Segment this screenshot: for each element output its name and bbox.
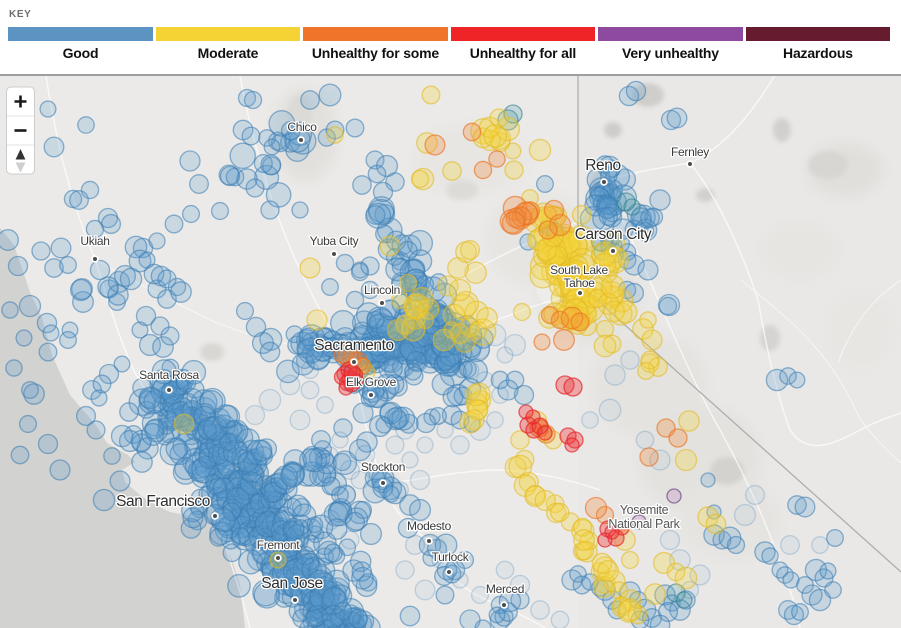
svg-text:Fremont: Fremont bbox=[257, 538, 301, 552]
svg-text:South Lake: South Lake bbox=[550, 263, 608, 277]
svg-text:Merced: Merced bbox=[486, 582, 524, 596]
svg-text:Sacramento: Sacramento bbox=[314, 337, 394, 354]
svg-text:Santa Rosa: Santa Rosa bbox=[139, 368, 199, 382]
svg-text:San Jose: San Jose bbox=[261, 575, 322, 592]
svg-text:Lincoln: Lincoln bbox=[364, 283, 400, 297]
svg-text:Yuba City: Yuba City bbox=[310, 234, 359, 248]
svg-text:Ukiah: Ukiah bbox=[80, 234, 109, 248]
svg-text:Stockton: Stockton bbox=[361, 460, 405, 474]
svg-text:Fernley: Fernley bbox=[671, 145, 709, 159]
svg-text:Reno: Reno bbox=[585, 157, 620, 174]
svg-text:Tahoe: Tahoe bbox=[563, 276, 595, 290]
svg-text:Carson City: Carson City bbox=[575, 226, 652, 243]
svg-text:Modesto: Modesto bbox=[407, 519, 452, 533]
svg-text:Turlock: Turlock bbox=[432, 550, 470, 564]
svg-text:National Park: National Park bbox=[608, 517, 680, 531]
svg-text:Elk Grove: Elk Grove bbox=[346, 375, 397, 389]
svg-text:Chico: Chico bbox=[287, 120, 317, 134]
svg-text:Yosemite: Yosemite bbox=[620, 503, 669, 517]
svg-text:San Francisco: San Francisco bbox=[116, 493, 210, 510]
